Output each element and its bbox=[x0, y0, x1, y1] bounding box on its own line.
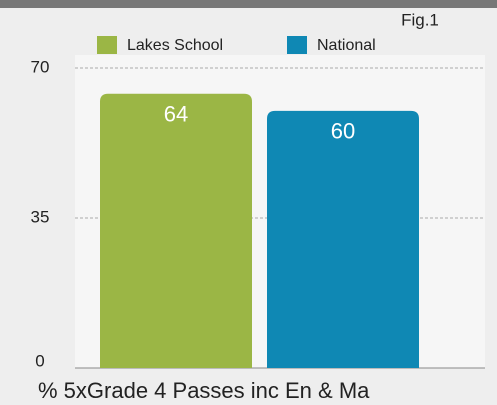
bar bbox=[267, 110, 419, 368]
legend-label: Lakes School bbox=[127, 37, 223, 54]
y-tick-label: 0 bbox=[35, 351, 44, 370]
data-label: 60 bbox=[331, 119, 355, 144]
data-label: 64 bbox=[164, 102, 188, 127]
annotation: Fig.1 bbox=[401, 10, 439, 29]
legend-swatch bbox=[97, 36, 117, 54]
y-tick-label: 70 bbox=[31, 57, 50, 76]
legend-label: National bbox=[317, 37, 376, 54]
y-tick-label: 35 bbox=[31, 207, 50, 226]
legend-swatch bbox=[287, 36, 307, 54]
bar bbox=[100, 93, 252, 368]
top-bar bbox=[0, 0, 497, 8]
x-tick-label: % 5xGrade 4 Passes inc En & Ma bbox=[38, 378, 370, 403]
